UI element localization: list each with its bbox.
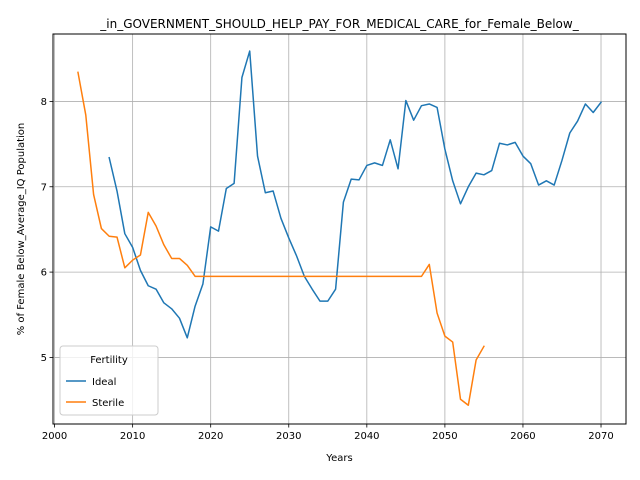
legend: Fertility Ideal Sterile: [59, 345, 159, 416]
legend-frame: [59, 345, 159, 416]
x-axis-label: Years: [325, 453, 352, 464]
x-tick-label: 2050: [432, 431, 457, 442]
x-tick-label: 2010: [120, 431, 145, 442]
series-lines: [77, 50, 603, 406]
grid-lines: [53, 34, 626, 424]
series-line-ideal: [108, 50, 603, 339]
plot-frame: [52, 33, 627, 425]
axis-ticks: 2000 2010 2020 2030 2040 2050 2060 2070 5 6 7 8: [41, 97, 614, 442]
series-line-sterile: [77, 71, 485, 406]
chart-title: _in_GOVERNMENT_SHOULD_HELP_PAY_FOR_MEDIC…: [99, 17, 579, 31]
y-tick-label: 6: [41, 268, 47, 279]
y-tick-label: 5: [41, 353, 47, 364]
x-tick-label: 2020: [198, 431, 223, 442]
legend-title: Fertility: [90, 355, 128, 366]
y-tick-label: 7: [41, 182, 47, 193]
x-tick-label: 2000: [42, 431, 67, 442]
x-tick-label: 2060: [510, 431, 535, 442]
x-tick-label: 2030: [276, 431, 301, 442]
x-tick-label: 2070: [588, 431, 613, 442]
legend-label-ideal: Ideal: [92, 377, 116, 388]
x-tick-label: 2040: [354, 431, 379, 442]
y-axis-label: % of Female Below_Average_IQ Population: [16, 123, 27, 336]
legend-label-sterile: Sterile: [92, 398, 124, 409]
y-tick-label: 8: [41, 97, 47, 108]
